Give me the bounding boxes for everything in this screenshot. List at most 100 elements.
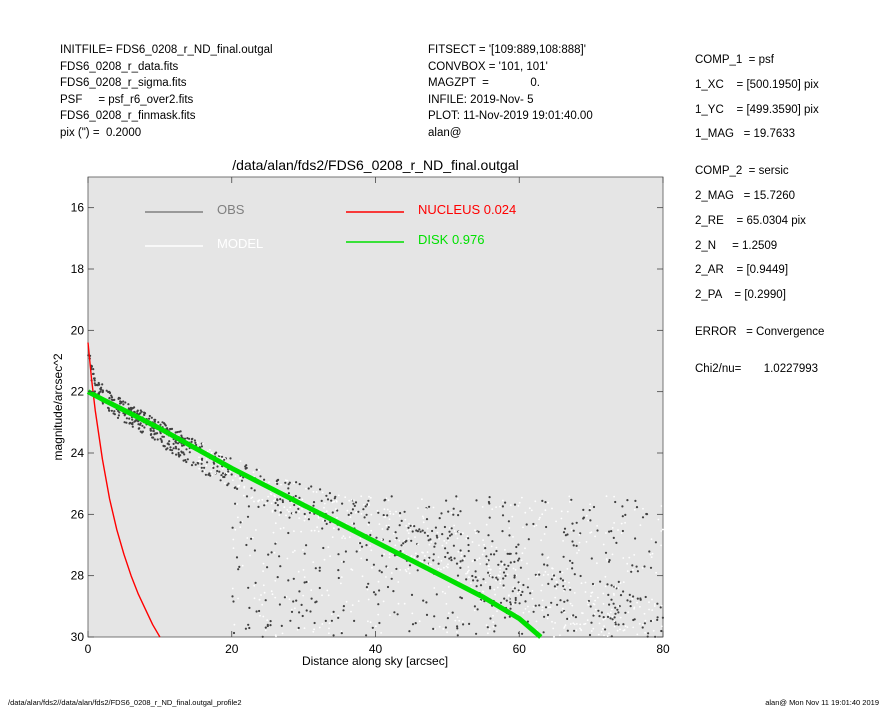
obs-point: [346, 509, 349, 512]
header-left-line-4: FDS6_0208_r_finmask.fits: [60, 110, 196, 122]
obs-point: [626, 499, 629, 502]
obs-point: [660, 530, 663, 532]
obs-point: [155, 432, 158, 435]
obs-point: [309, 610, 312, 613]
obs-point: [459, 510, 462, 513]
obs-point: [539, 516, 541, 519]
obs-point: [631, 597, 634, 600]
obs-point: [610, 635, 613, 638]
legend-label: MODEL: [217, 236, 263, 251]
obs-point: [123, 414, 126, 417]
obs-point: [604, 585, 607, 588]
obs-point: [371, 566, 373, 569]
obs-point: [403, 510, 406, 513]
obs-point: [257, 500, 259, 502]
obs-point: [174, 445, 177, 448]
obs-point: [458, 530, 460, 533]
obs-point: [617, 611, 620, 614]
obs-point: [274, 579, 277, 582]
obs-point: [326, 589, 329, 592]
obs-point: [419, 559, 421, 562]
obs-point: [496, 610, 498, 612]
obs-point: [600, 631, 603, 633]
obs-point: [538, 604, 541, 607]
obs-point: [508, 552, 511, 556]
obs-point: [471, 574, 474, 578]
obs-point: [421, 529, 424, 532]
obs-point: [507, 595, 510, 597]
obs-point: [177, 453, 180, 456]
obs-point: [491, 540, 494, 543]
obs-point: [607, 593, 610, 597]
chart-title: /data/alan/fds2/FDS6_0208_r_ND_final.out…: [232, 157, 519, 173]
obs-point: [176, 431, 179, 434]
obs-point: [368, 495, 370, 498]
obs-point: [381, 538, 383, 541]
obs-point: [423, 559, 426, 562]
obs-point: [584, 581, 587, 584]
obs-point: [608, 632, 610, 635]
obs-point: [554, 576, 556, 579]
obs-point: [504, 501, 507, 504]
obs-point: [319, 488, 322, 491]
obs-point: [328, 492, 331, 495]
obs-point: [143, 426, 146, 429]
obs-point: [394, 544, 397, 547]
obs-point: [483, 543, 485, 546]
comp2-line-1: 2_MAG = 15.7260: [695, 189, 796, 202]
obs-point: [340, 582, 342, 585]
obs-point: [549, 606, 552, 609]
obs-point: [538, 518, 540, 521]
obs-point: [494, 593, 496, 596]
obs-point: [301, 498, 304, 501]
obs-point: [651, 609, 654, 611]
obs-point: [101, 383, 104, 386]
obs-point: [576, 623, 578, 625]
obs-point: [468, 569, 470, 572]
obs-point: [270, 502, 273, 505]
obs-point: [636, 597, 639, 600]
obs-point: [607, 612, 609, 615]
obs-point: [421, 560, 423, 563]
obs-point: [501, 530, 504, 533]
obs-point: [294, 494, 297, 498]
obs-point: [389, 614, 391, 616]
obs-point: [280, 624, 283, 628]
obs-point: [223, 482, 226, 485]
header-left: INITFILE= FDS6_0208_r_ND_final.outgal FDS…: [60, 42, 273, 141]
obs-point: [276, 576, 279, 579]
obs-point: [183, 437, 187, 440]
obs-point: [610, 598, 613, 601]
obs-point: [436, 536, 439, 539]
obs-point: [262, 615, 265, 618]
obs-point: [365, 634, 368, 637]
obs-point: [601, 628, 604, 630]
obs-point: [205, 464, 208, 467]
obs-point: [482, 591, 485, 593]
obs-point: [512, 536, 514, 538]
obs-point: [641, 626, 644, 629]
obs-point: [632, 626, 635, 629]
obs-point: [308, 511, 311, 514]
obs-point: [482, 578, 485, 581]
obs-point: [622, 581, 625, 583]
obs-point: [405, 570, 408, 573]
obs-point: [568, 495, 571, 498]
obs-point: [128, 422, 131, 425]
obs-point: [587, 603, 590, 606]
obs-point: [419, 530, 422, 533]
obs-point: [573, 629, 576, 632]
obs-point: [274, 522, 277, 525]
obs-point: [400, 519, 403, 523]
obs-point: [517, 592, 519, 595]
obs-point: [335, 499, 338, 502]
obs-point: [264, 629, 267, 632]
obs-point: [551, 620, 553, 623]
obs-point: [560, 510, 563, 513]
obs-point: [200, 462, 203, 465]
obs-point: [377, 511, 380, 514]
obs-point: [514, 596, 517, 600]
obs-point: [378, 621, 381, 625]
obs-point: [411, 530, 414, 533]
obs-point: [315, 491, 318, 493]
